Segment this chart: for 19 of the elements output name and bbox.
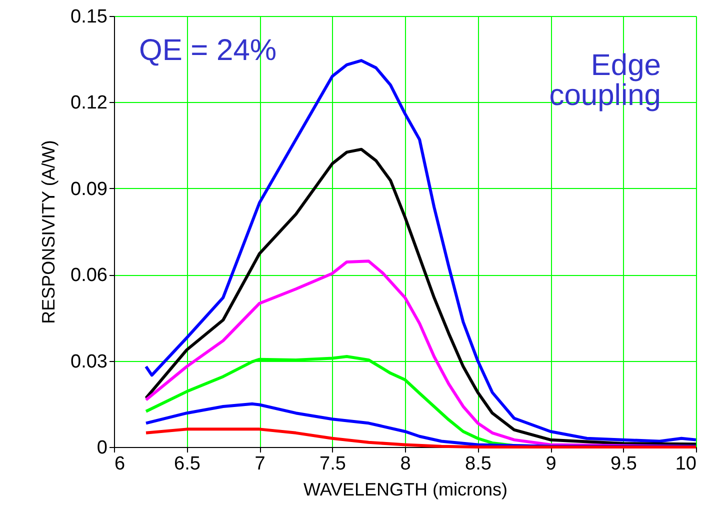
line-series xyxy=(144,148,698,446)
y-tick-label: 0 xyxy=(96,438,108,458)
y-tick-label: 0.06 xyxy=(70,265,108,286)
x-tick-label: 7 xyxy=(254,454,266,474)
x-tick-label: 9.5 xyxy=(610,454,637,474)
y-axis-title: RESPONSIVITY (A/W) xyxy=(38,140,59,324)
x-axis-title: WAVELENGTH (microns) xyxy=(303,480,508,500)
x-tick-label: 10 xyxy=(675,454,696,474)
y-tick-label: 0.15 xyxy=(70,6,108,28)
x-tick-label: 6 xyxy=(114,454,126,474)
x-tick-label: 8.5 xyxy=(465,454,492,474)
y-tick-label: 0.03 xyxy=(70,351,108,372)
y-tick-label: 0.09 xyxy=(70,178,108,200)
line-series xyxy=(144,428,698,448)
y-tick-label: 0.12 xyxy=(70,92,108,114)
x-tick-label: 7.5 xyxy=(320,454,346,474)
x-tick-label: 8 xyxy=(400,454,411,474)
x-tick-label: 9 xyxy=(546,454,556,474)
x-tick-label: 6.5 xyxy=(174,454,200,474)
